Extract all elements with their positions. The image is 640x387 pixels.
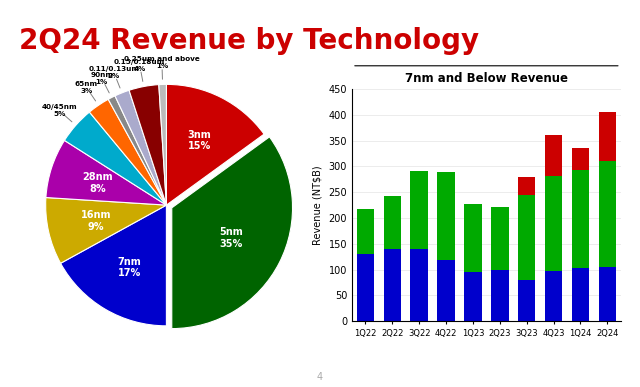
Text: 4: 4 [317,372,323,382]
Text: 3nm
15%: 3nm 15% [188,130,211,151]
Bar [464,272,482,321]
Bar [437,171,455,260]
Text: 0.15/0.18um
4%: 0.15/0.18um 4% [114,59,165,72]
Bar [598,112,616,161]
Bar [545,271,563,321]
Bar [545,176,563,271]
Wedge shape [46,140,166,205]
Wedge shape [65,112,166,205]
Text: 0.25um and above
1%: 0.25um and above 1% [124,56,200,69]
Bar [572,148,589,170]
Wedge shape [108,96,166,205]
Wedge shape [172,137,292,329]
Wedge shape [61,205,166,326]
Bar [545,135,563,176]
Bar [464,204,482,272]
Bar [356,254,374,321]
Bar [437,260,455,321]
Wedge shape [129,85,166,205]
Bar [572,267,589,321]
Text: 2Q24 Revenue by Technology: 2Q24 Revenue by Technology [19,27,479,55]
Bar [598,161,616,267]
Bar [598,267,616,321]
Bar [410,249,428,321]
Bar [572,170,589,267]
Wedge shape [45,197,166,263]
Title: 7nm and Below Revenue: 7nm and Below Revenue [405,72,568,85]
Bar [518,195,536,280]
Wedge shape [90,99,166,205]
Bar [383,249,401,321]
Wedge shape [166,84,264,205]
Text: 7nm
17%: 7nm 17% [118,257,141,278]
Text: 40/45nm
5%: 40/45nm 5% [42,104,77,117]
Wedge shape [159,84,166,205]
Bar [491,207,509,270]
Bar [491,270,509,321]
Text: © 2024 TSMC, Ltd: © 2024 TSMC, Ltd [6,372,89,381]
Bar [383,196,401,249]
Text: 65nm
3%: 65nm 3% [75,81,98,94]
Y-axis label: Revenue (NT$B): Revenue (NT$B) [313,165,323,245]
Bar [356,209,374,254]
Text: 90nm
1%: 90nm 1% [90,72,113,85]
Text: 16nm
9%: 16nm 9% [81,210,111,232]
Bar [518,280,536,321]
Text: 5nm
35%: 5nm 35% [219,227,243,249]
Bar [518,177,536,195]
Text: 0.11/0.13um
2%: 0.11/0.13um 2% [88,66,140,79]
Wedge shape [115,90,166,205]
Text: 28nm
8%: 28nm 8% [82,172,113,194]
Bar [410,171,428,249]
